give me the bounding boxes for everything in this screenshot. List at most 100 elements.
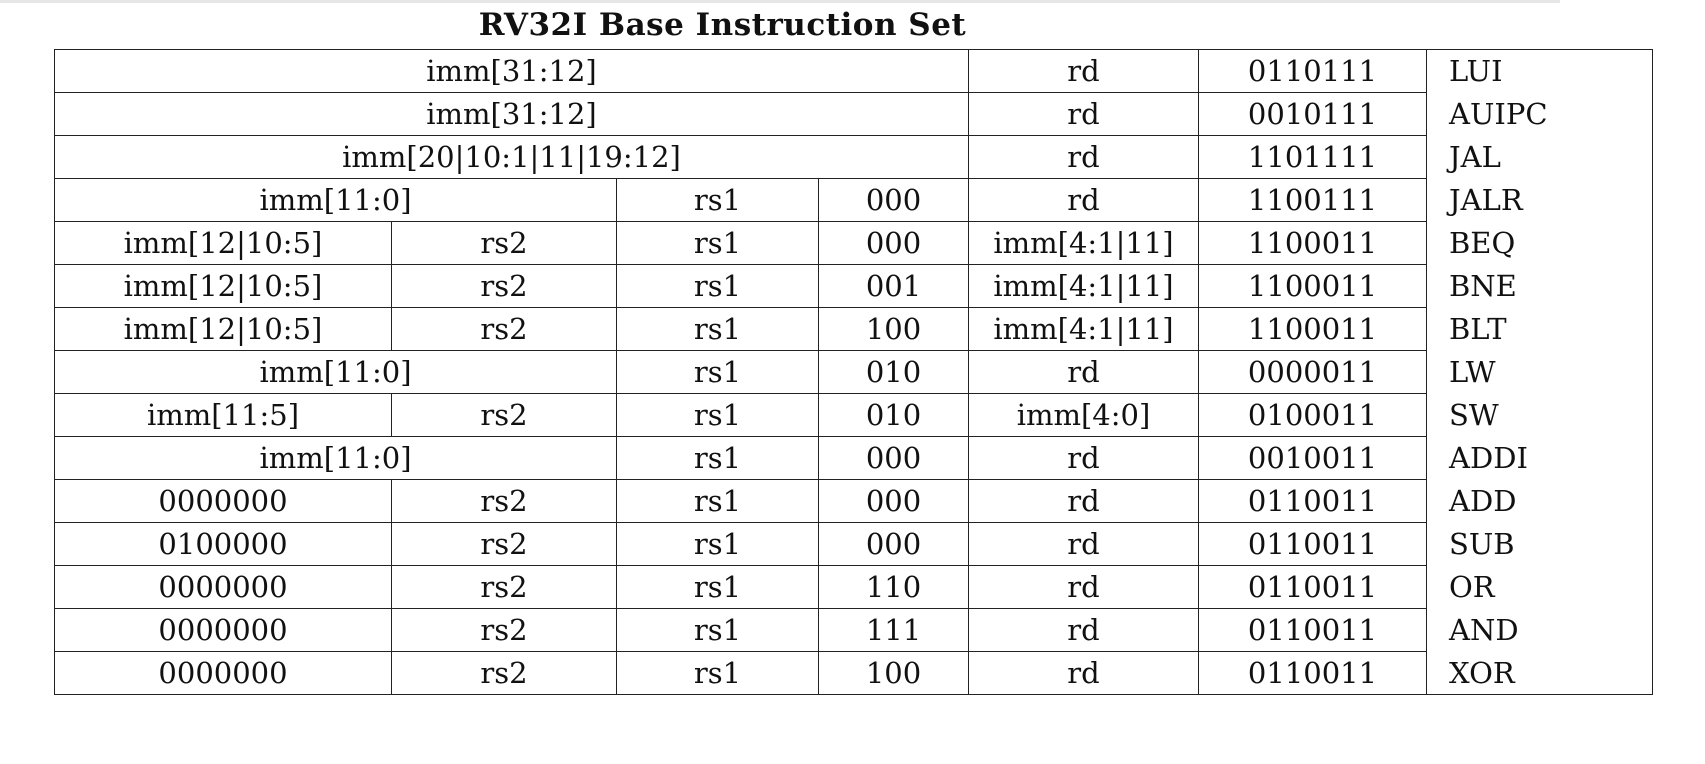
field-cell: rs1 [616,350,819,394]
mnemonic-cell: BNE [1426,264,1653,308]
field-cell: rd [968,651,1199,695]
field-cell: rd [968,92,1199,136]
field-cell: rs2 [391,651,617,695]
field-cell: rs1 [616,264,819,308]
field-cell: 0100000 [54,522,392,566]
field-cell: imm[11:0] [54,178,617,222]
field-cell: imm[20|10:1|11|19:12] [54,135,969,179]
field-cell: 010 [818,350,969,394]
field-cell: 100 [818,651,969,695]
field-cell: 0000011 [1198,350,1427,394]
field-cell: imm[4:1|11] [968,307,1199,351]
mnemonic-cell: BEQ [1426,221,1653,265]
field-cell: imm[12|10:5] [54,307,392,351]
field-cell: imm[12|10:5] [54,264,392,308]
field-cell: imm[31:12] [54,49,969,93]
field-cell: rs1 [616,436,819,480]
mnemonic-cell: ADDI [1426,436,1653,480]
mnemonic-cell: BLT [1426,307,1653,351]
field-cell: 0000000 [54,479,392,523]
field-cell: rs1 [616,608,819,652]
mnemonic-cell: SW [1426,393,1653,437]
mnemonic-cell: SUB [1426,522,1653,566]
mnemonic-cell: LW [1426,350,1653,394]
field-cell: rs2 [391,565,617,609]
field-cell: 000 [818,522,969,566]
field-cell: rd [968,608,1199,652]
field-cell: 0010011 [1198,436,1427,480]
field-cell: imm[4:1|11] [968,264,1199,308]
field-cell: rs2 [391,479,617,523]
field-cell: imm[4:1|11] [968,221,1199,265]
field-cell: rd [968,565,1199,609]
field-cell: 010 [818,393,969,437]
field-cell: rs1 [616,221,819,265]
field-cell: 111 [818,608,969,652]
field-cell: rd [968,479,1199,523]
field-cell: rs1 [616,522,819,566]
mnemonic-cell: JAL [1426,135,1653,179]
field-cell: rs1 [616,307,819,351]
field-cell: 0010111 [1198,92,1427,136]
instruction-row: imm[11:5] rs2 rs1 010 imm[4:0] 0100011 SW [54,393,1653,437]
mnemonic-cell: AND [1426,608,1653,652]
instruction-table: imm[31:12] rd 0110111 LUI imm[31:12] rd 001011… [54,49,1653,695]
field-cell: 1101111 [1198,135,1427,179]
mnemonic-cell: LUI [1426,49,1653,93]
field-cell: 001 [818,264,969,308]
field-cell: imm[12|10:5] [54,221,392,265]
field-cell: rd [968,436,1199,480]
mnemonic-cell: AUIPC [1426,92,1653,136]
field-cell: rs2 [391,522,617,566]
field-cell: 000 [818,436,969,480]
field-cell: imm[4:0] [968,393,1199,437]
field-cell: 000 [818,479,969,523]
field-cell: 1100011 [1198,221,1427,265]
field-cell: rd [968,522,1199,566]
field-cell: rd [968,178,1199,222]
mnemonic-cell: OR [1426,565,1653,609]
field-cell: rs2 [391,307,617,351]
field-cell: 1100011 [1198,307,1427,351]
field-cell: 1100011 [1198,264,1427,308]
field-cell: imm[11:5] [54,393,392,437]
field-cell: rs2 [391,608,617,652]
field-cell: rs1 [616,651,819,695]
field-cell: 0110111 [1198,49,1427,93]
field-cell: 0110011 [1198,479,1427,523]
field-cell: 000 [818,178,969,222]
instruction-row: imm[20|10:1|11|19:12] rd 1101111 JAL [54,135,1653,179]
field-cell: 1100111 [1198,178,1427,222]
instruction-row: imm[12|10:5] rs2 rs1 100 imm[4:1|11] 1100011 B… [54,307,1653,351]
field-cell: rs1 [616,479,819,523]
field-cell: 0000000 [54,565,392,609]
top-divider [0,0,1560,3]
field-cell: rd [968,49,1199,93]
document-title: RV32I Base Instruction Set [478,7,967,43]
field-cell: rs2 [391,264,617,308]
field-cell: rd [968,135,1199,179]
field-cell: 0110011 [1198,565,1427,609]
field-cell: imm[11:0] [54,436,617,480]
mnemonic-cell: XOR [1426,651,1653,695]
field-cell: 100 [818,307,969,351]
instruction-row: imm[31:12] rd 0010111 AUIPC [54,92,1653,136]
field-cell: 110 [818,565,969,609]
field-cell: rs1 [616,565,819,609]
mnemonic-cell: JALR [1426,178,1653,222]
field-cell: 0110011 [1198,608,1427,652]
field-cell: rs2 [391,393,617,437]
field-cell: 0110011 [1198,522,1427,566]
instruction-row: imm[12|10:5] rs2 rs1 001 imm[4:1|11] 1100011 B… [54,264,1653,308]
field-cell: imm[11:0] [54,350,617,394]
instruction-row: imm[12|10:5] rs2 rs1 000 imm[4:1|11] 1100011 B… [54,221,1653,265]
field-cell: rs2 [391,221,617,265]
field-cell: 000 [818,221,969,265]
